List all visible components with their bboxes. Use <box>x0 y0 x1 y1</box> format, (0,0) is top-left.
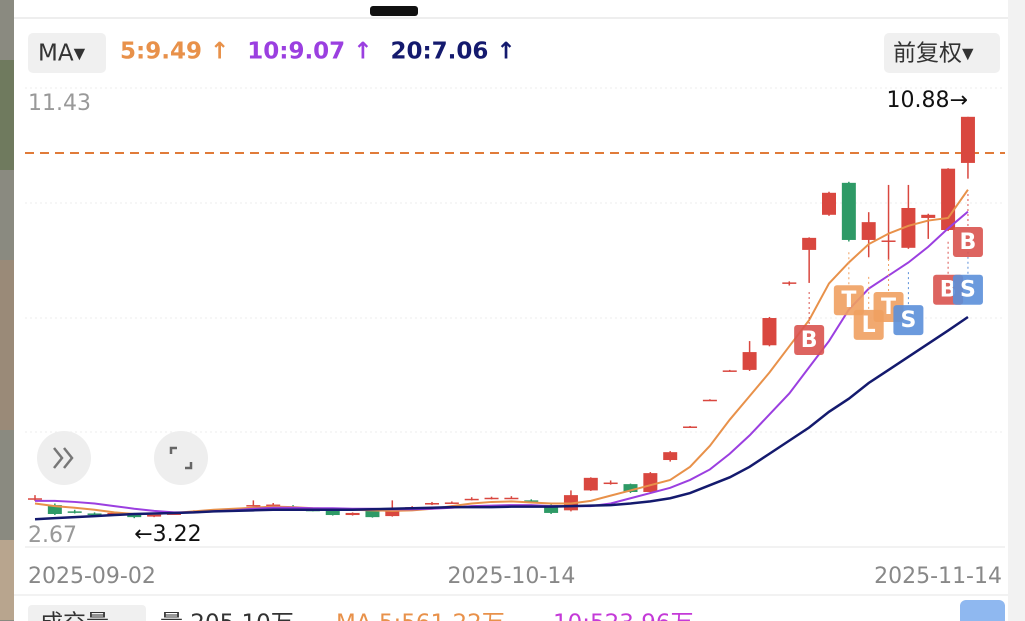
candle-body <box>603 482 618 485</box>
signal-label: B <box>960 230 977 255</box>
signal-label: S <box>960 278 976 303</box>
volume-tab[interactable] <box>28 605 146 621</box>
candle-body <box>802 237 817 250</box>
signal-badge <box>952 274 983 305</box>
signal-label: B <box>801 328 818 353</box>
candle-body <box>325 510 340 516</box>
candle-body <box>583 477 598 491</box>
thumbnail <box>0 60 14 170</box>
candle-body <box>444 502 459 504</box>
y-tick-label: 11.43 <box>28 91 91 116</box>
candle-body <box>782 282 797 284</box>
signal-badge <box>952 227 983 258</box>
adjust-button[interactable] <box>884 33 1000 73</box>
candle-body <box>166 513 181 515</box>
volume-ma10: 10:523.96万 <box>553 611 694 621</box>
legend: 5:9.49 ↑ 10:9.07 ↑ 20:7.06 ↑ <box>120 39 516 65</box>
candle-body <box>504 497 519 500</box>
candle-body <box>702 399 717 402</box>
signal-label: L <box>862 313 876 338</box>
signal-badge <box>893 305 924 336</box>
candle-body <box>127 513 142 518</box>
candle-body <box>762 318 777 346</box>
legend-entry: 20:7.06 ↑ <box>390 39 515 65</box>
candle-body <box>425 502 439 505</box>
candle-body <box>464 498 479 501</box>
expand-icon[interactable] <box>53 447 74 469</box>
candle-body <box>683 426 698 428</box>
candle-body <box>663 452 678 461</box>
ma-button-label[interactable]: MA▾ <box>38 41 86 67</box>
signal-badge <box>833 285 864 316</box>
notch <box>370 6 418 16</box>
candle-body <box>623 484 638 492</box>
candle-body <box>67 511 82 513</box>
x-tick-label: 2025-11-14 <box>874 564 1002 589</box>
fullscreen-button[interactable] <box>154 431 208 485</box>
candle-body <box>385 508 400 517</box>
adjust-button-label[interactable]: 前复权▾ <box>893 41 974 67</box>
candle-body <box>841 182 856 240</box>
candle-body <box>643 473 658 492</box>
candle-body <box>365 510 380 518</box>
candle-body <box>524 500 539 502</box>
legend-entry: 5:9.49 ↑ <box>120 39 229 65</box>
fullscreen-icon[interactable] <box>169 446 193 470</box>
x-tick-label: 2025-09-02 <box>28 564 156 589</box>
action-button[interactable] <box>960 600 1005 621</box>
y-tick-label: 2.67 <box>28 523 77 548</box>
candle-body <box>87 513 102 515</box>
candle-body <box>47 505 62 514</box>
candle-body <box>544 505 559 513</box>
thumbnail <box>0 540 14 620</box>
volume-ma5: MA 5:561.22万 <box>336 611 505 621</box>
candle-body <box>921 214 936 218</box>
candle-body <box>484 497 499 500</box>
side-strip <box>1008 0 1025 621</box>
candle-body <box>266 504 281 507</box>
volume-text: 量 205.10万 <box>160 611 294 621</box>
candle-body <box>147 513 162 517</box>
plot: 2.67 11.43 2025-09-02 2025-10-14 2025-11-14 1… <box>25 88 1005 589</box>
candle-body <box>246 505 261 507</box>
candle-body <box>822 192 836 215</box>
candle-body <box>107 512 122 515</box>
signal-label: T <box>841 288 856 313</box>
signal-label: T <box>881 295 896 320</box>
candle-body <box>881 240 896 242</box>
thumbnail <box>0 260 14 430</box>
candle-body <box>722 370 737 372</box>
candle-body <box>28 498 42 500</box>
ma-button[interactable] <box>28 33 106 73</box>
annotation: ←3.22 <box>134 522 201 547</box>
signal-label: B <box>940 278 957 303</box>
signal-badge <box>794 325 825 356</box>
candle-body <box>941 168 956 230</box>
ma-line <box>34 315 969 521</box>
candle-body <box>861 222 876 240</box>
x-tick-label: 2025-10-14 <box>447 564 575 589</box>
expand-button[interactable] <box>37 431 91 485</box>
candle-body <box>901 207 916 248</box>
grid <box>25 87 1005 548</box>
volume-tab-label[interactable]: 成交量 <box>40 611 109 621</box>
annotation: 10.88→ <box>887 88 968 113</box>
candle-body <box>742 352 757 370</box>
candle-body <box>960 116 975 163</box>
signal-label: S <box>900 308 916 333</box>
legend-entry: 10:9.07 ↑ <box>247 39 372 65</box>
candle-body <box>345 512 360 516</box>
